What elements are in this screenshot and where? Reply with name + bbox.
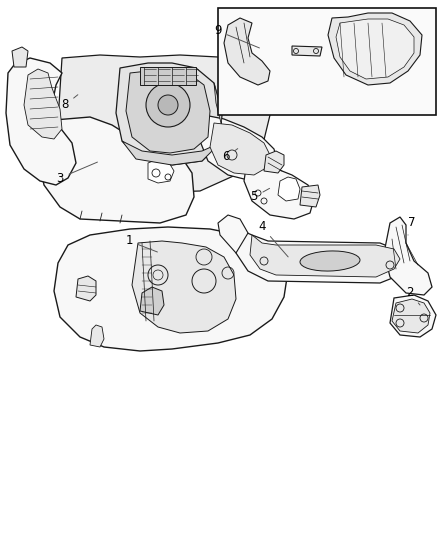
Polygon shape <box>250 235 400 277</box>
Polygon shape <box>218 215 248 253</box>
Polygon shape <box>300 185 320 207</box>
Polygon shape <box>328 13 422 85</box>
Polygon shape <box>6 58 76 185</box>
Polygon shape <box>148 159 174 183</box>
Polygon shape <box>214 83 222 143</box>
Polygon shape <box>210 123 270 175</box>
Polygon shape <box>224 18 270 85</box>
Polygon shape <box>200 115 278 181</box>
Polygon shape <box>54 227 288 351</box>
Polygon shape <box>76 276 96 301</box>
Polygon shape <box>38 117 194 223</box>
Polygon shape <box>244 155 314 219</box>
Polygon shape <box>132 241 236 333</box>
Polygon shape <box>126 69 210 153</box>
Polygon shape <box>140 67 196 85</box>
Text: 5: 5 <box>250 188 269 204</box>
Ellipse shape <box>300 251 360 271</box>
Circle shape <box>146 83 190 127</box>
Polygon shape <box>292 46 322 56</box>
Polygon shape <box>384 217 432 295</box>
Polygon shape <box>24 69 62 139</box>
Text: 2: 2 <box>406 287 420 305</box>
Text: 8: 8 <box>61 95 78 111</box>
Text: 3: 3 <box>57 162 97 184</box>
Polygon shape <box>12 47 28 67</box>
Polygon shape <box>336 19 414 79</box>
Polygon shape <box>264 151 284 173</box>
Polygon shape <box>58 55 270 193</box>
Polygon shape <box>392 299 430 333</box>
Polygon shape <box>122 141 220 165</box>
Polygon shape <box>236 229 408 283</box>
Polygon shape <box>140 287 164 315</box>
Text: 1: 1 <box>125 235 157 252</box>
Polygon shape <box>390 295 436 337</box>
Text: 9: 9 <box>214 25 259 48</box>
Text: 6: 6 <box>222 149 238 164</box>
Bar <box>218 8 436 115</box>
Text: 4: 4 <box>258 221 288 257</box>
Polygon shape <box>90 325 104 347</box>
Text: 7: 7 <box>408 216 416 235</box>
Circle shape <box>158 95 178 115</box>
Polygon shape <box>278 177 300 201</box>
Polygon shape <box>116 63 222 165</box>
